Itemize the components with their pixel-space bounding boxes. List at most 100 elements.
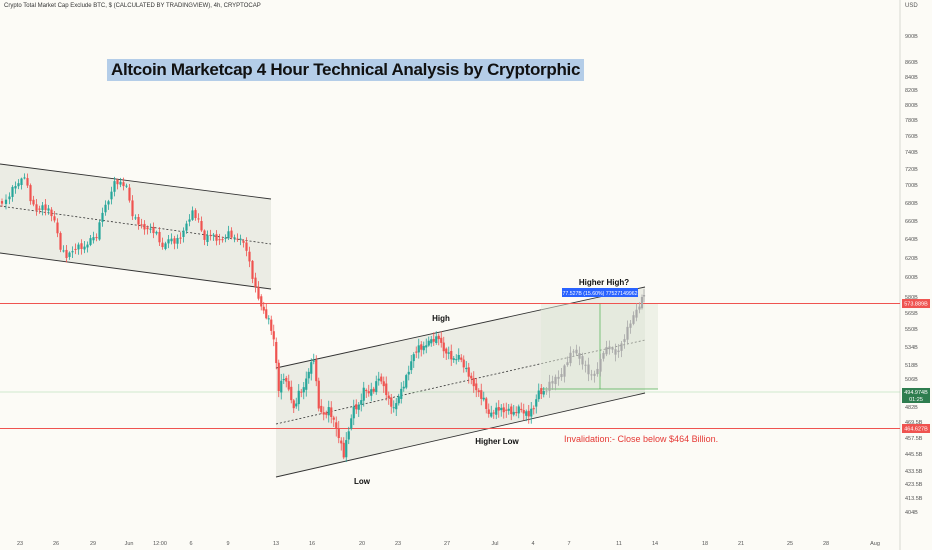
price-candle (527, 410, 530, 417)
price-candle (307, 371, 310, 379)
price-candle (77, 244, 80, 250)
price-candle (490, 412, 493, 417)
projection-candle (640, 297, 644, 309)
price-candle (285, 377, 288, 382)
projection-candle (551, 381, 554, 384)
projection-candle (623, 339, 626, 342)
price-candle (502, 407, 505, 413)
x-tick-label: 14 (652, 541, 658, 547)
price-candle (224, 237, 227, 239)
price-candle (215, 234, 218, 241)
price-candle (377, 378, 380, 381)
price-candle (179, 237, 182, 239)
projection-candle (596, 368, 599, 375)
y-tick-label: 820B (905, 88, 918, 94)
price-candle (400, 388, 403, 399)
price-candle (387, 395, 390, 399)
x-tick-label: 4 (531, 541, 534, 547)
price-candle (251, 260, 254, 279)
x-tick-label: 26 (53, 541, 59, 547)
price-candle (92, 237, 95, 241)
price-candle (14, 186, 17, 189)
price-candle (465, 367, 468, 370)
price-candle (382, 381, 385, 387)
chart-title: Altcoin Marketcap 4 Hour Technical Analy… (107, 59, 585, 81)
price-candle (167, 239, 170, 244)
price-candle (372, 388, 375, 392)
projection-candle (611, 348, 614, 350)
y-tick-label: 860B (905, 60, 918, 66)
price-candle (500, 407, 503, 411)
higher-high-label: Higher High? (579, 278, 629, 287)
price-candle (209, 234, 212, 236)
price-candle (8, 196, 11, 200)
projection-candle (578, 353, 581, 359)
projection-candle (602, 352, 605, 359)
price-candle (332, 417, 335, 420)
price-candle (47, 208, 50, 211)
x-tick-label: Aug (870, 541, 880, 547)
projection-candle (642, 294, 646, 297)
price-candle (134, 217, 137, 219)
price-candle (477, 390, 480, 393)
price-candle (305, 378, 308, 390)
price-candle (212, 234, 215, 236)
price-candle (497, 407, 500, 411)
price-candle (365, 389, 368, 392)
price-candle (440, 337, 443, 343)
price-candle (287, 381, 290, 390)
price-candle (176, 238, 179, 244)
price-candle (122, 182, 125, 187)
price-candle (532, 408, 535, 410)
price-candle (4, 199, 8, 204)
price-candle (512, 411, 515, 415)
projection-candle (575, 349, 578, 354)
price-candle (267, 318, 270, 320)
price-candle (417, 345, 420, 353)
price-candle (44, 204, 47, 211)
price-candle (68, 252, 71, 257)
x-tick-label: 13 (273, 541, 279, 547)
price-candle (152, 226, 155, 234)
price-candle (405, 375, 408, 388)
projection-candle (548, 381, 551, 391)
price-candle (350, 418, 353, 429)
y-tick-label: 469.5B (905, 420, 923, 426)
support-tag-text: 464.627B (904, 426, 928, 432)
projection-candle (587, 364, 590, 375)
price-candle (242, 240, 245, 243)
price-candle (128, 187, 131, 201)
symbol-header: Crypto Total Market Cap Exclude BTC, $ (… (4, 3, 261, 9)
price-candle (74, 248, 77, 250)
y-tick-label: 760B (905, 134, 918, 140)
price-candle (462, 359, 465, 368)
price-candle (320, 405, 323, 413)
price-candle (355, 404, 358, 410)
price-candle (257, 286, 260, 299)
price-candle (254, 277, 257, 287)
projection-candle (626, 326, 629, 340)
y-tick-label: 900B (905, 34, 918, 40)
price-candle (233, 237, 236, 239)
price-candle (410, 361, 413, 371)
price-candle (482, 397, 485, 400)
price-candle (38, 208, 41, 210)
price-candle (59, 233, 62, 250)
price-candle (188, 219, 191, 222)
price-candle (472, 378, 475, 387)
price-candle (415, 351, 418, 353)
price-candle (427, 340, 430, 346)
price-candle (23, 177, 26, 179)
price-candle (272, 331, 275, 340)
y-tick-label: 482B (905, 405, 918, 411)
price-candle (297, 390, 300, 405)
price-candle (71, 251, 74, 253)
price-candle (385, 383, 388, 396)
price-candle (191, 210, 194, 220)
y-tick-label: 740B (905, 150, 918, 156)
price-candle (104, 204, 107, 213)
price-candle (310, 362, 313, 374)
price-candle (98, 222, 101, 240)
price-candle (437, 335, 440, 340)
